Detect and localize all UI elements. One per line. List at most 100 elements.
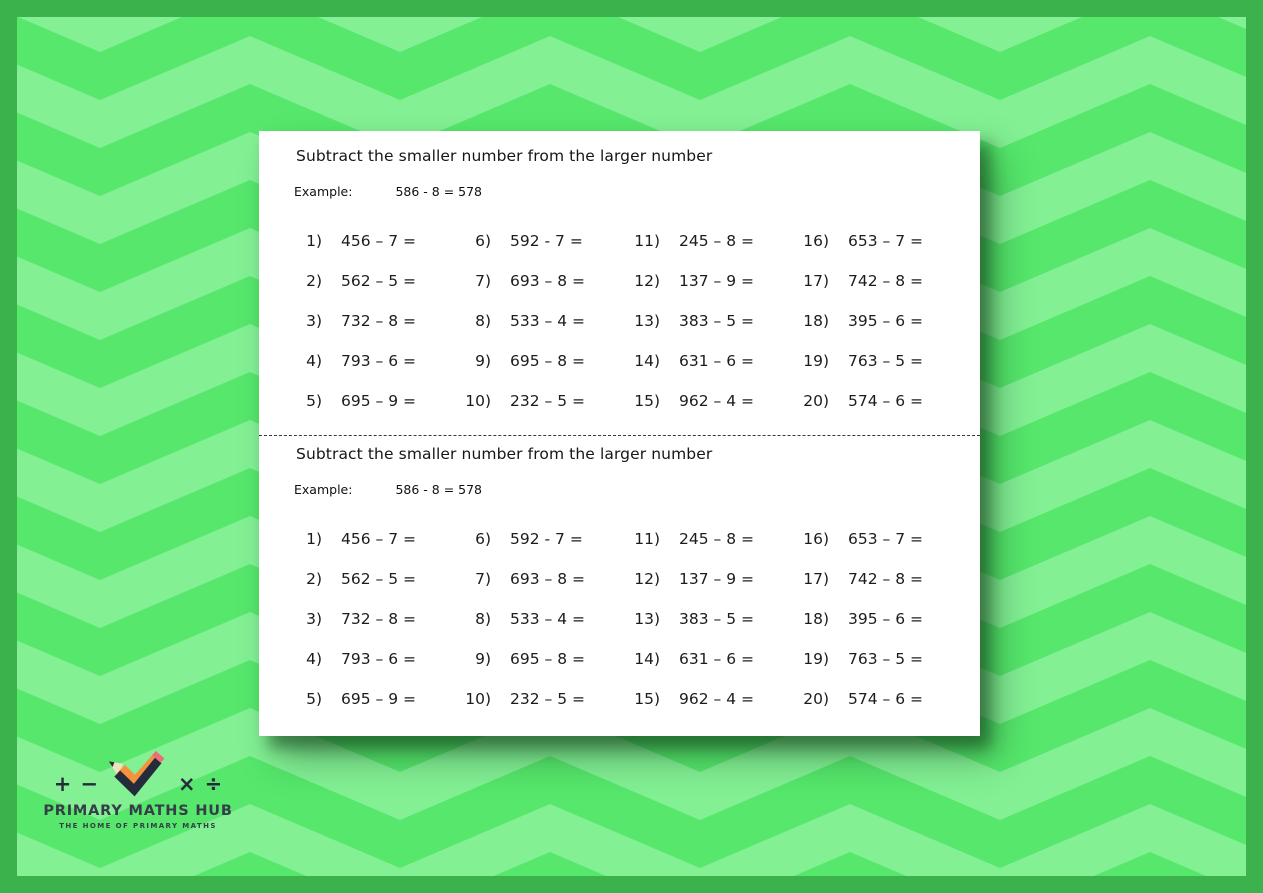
problem-expression: 732 – 8 = <box>341 610 416 628</box>
problem-number: 3) <box>306 610 322 628</box>
problem-item: 20) 574 – 6 = <box>795 393 964 433</box>
problem-item: 17) 742 – 8 = <box>795 571 964 611</box>
problem-expression: 574 – 6 = <box>848 690 923 708</box>
problem-number: 6) <box>475 530 491 548</box>
problem-expression: 653 – 7 = <box>848 530 923 548</box>
problem-expression: 456 – 7 = <box>341 232 416 250</box>
problem-item: 8) 533 – 4 = <box>457 313 626 353</box>
problem-expression: 395 – 6 = <box>848 312 923 330</box>
problem-number: 16) <box>803 530 829 548</box>
minus-icon: − <box>80 772 98 796</box>
problem-item: 1) 456 – 7 = <box>288 531 457 571</box>
problem-expression: 562 – 5 = <box>341 570 416 588</box>
problem-number: 17) <box>803 570 829 588</box>
problem-expression: 732 – 8 = <box>341 312 416 330</box>
pencil-check-icon <box>108 751 165 797</box>
problem-number: 3) <box>306 312 322 330</box>
problem-expression: 533 – 4 = <box>510 610 585 628</box>
problem-number: 2) <box>306 570 322 588</box>
problem-expression: 456 – 7 = <box>341 530 416 548</box>
problem-number: 19) <box>803 352 829 370</box>
problem-expression: 693 – 8 = <box>510 570 585 588</box>
problem-expression: 695 – 9 = <box>341 392 416 410</box>
problem-number: 19) <box>803 650 829 668</box>
example-label: Example: <box>294 184 353 199</box>
problem-item: 9) 695 – 8 = <box>457 353 626 393</box>
problem-number: 4) <box>306 650 322 668</box>
problem-expression: 574 – 6 = <box>848 392 923 410</box>
problem-expression: 631 – 6 = <box>679 352 754 370</box>
brand-logo: + − × ÷ PRIMARY MATHS HUB THE HOME OF PR… <box>43 751 233 830</box>
problem-item: 2) 562 – 5 = <box>288 571 457 611</box>
problem-expression: 383 – 5 = <box>679 610 754 628</box>
problem-item: 6) 592 - 7 = <box>457 531 626 571</box>
problem-item: 14) 631 – 6 = <box>626 651 795 691</box>
problem-number: 6) <box>475 232 491 250</box>
logo-title: PRIMARY MATHS HUB <box>43 803 233 819</box>
problem-item: 13) 383 – 5 = <box>626 313 795 353</box>
problem-item: 5) 695 – 9 = <box>288 393 457 433</box>
problem-expression: 137 – 9 = <box>679 570 754 588</box>
problem-item: 12) 137 – 9 = <box>626 273 795 313</box>
problem-number: 16) <box>803 232 829 250</box>
problem-number: 11) <box>634 530 660 548</box>
problems-grid: 1) 456 – 7 = 2) 562 – 5 = 3) 732 – 8 = 4) 793 –… <box>288 531 980 731</box>
problem-number: 14) <box>634 352 660 370</box>
problem-number: 2) <box>306 272 322 290</box>
problem-expression: 695 – 9 = <box>341 690 416 708</box>
problem-number: 20) <box>803 690 829 708</box>
problem-item: 11) 245 – 8 = <box>626 233 795 273</box>
problems-grid: 1) 456 – 7 = 2) 562 – 5 = 3) 732 – 8 = 4) 793 –… <box>288 233 980 433</box>
problem-item: 14) 631 – 6 = <box>626 353 795 393</box>
problem-expression: 763 – 5 = <box>848 352 923 370</box>
problem-item: 17) 742 – 8 = <box>795 273 964 313</box>
problem-number: 9) <box>475 650 491 668</box>
divide-icon: ÷ <box>204 772 223 796</box>
problem-number: 12) <box>634 570 660 588</box>
problem-expression: 763 – 5 = <box>848 650 923 668</box>
problem-item: 19) 763 – 5 = <box>795 651 964 691</box>
problem-number: 11) <box>634 232 660 250</box>
problem-number: 10) <box>465 690 491 708</box>
problem-item: 8) 533 – 4 = <box>457 611 626 651</box>
worksheet-card: Subtract the smaller number from the lar… <box>259 131 980 736</box>
problem-item: 16) 653 – 7 = <box>795 233 964 273</box>
problem-number: 8) <box>475 312 491 330</box>
example-expression: 586 - 8 = 578 <box>395 482 483 497</box>
problem-number: 5) <box>306 392 322 410</box>
problem-item: 18) 395 – 6 = <box>795 611 964 651</box>
problem-item: 4) 793 – 6 = <box>288 651 457 691</box>
problem-item: 16) 653 – 7 = <box>795 531 964 571</box>
problem-item: 13) 383 – 5 = <box>626 611 795 651</box>
problem-expression: 793 – 6 = <box>341 352 416 370</box>
problem-number: 15) <box>634 690 660 708</box>
problem-item: 3) 732 – 8 = <box>288 611 457 651</box>
problem-number: 4) <box>306 352 322 370</box>
problem-number: 13) <box>634 610 660 628</box>
problem-number: 1) <box>306 530 322 548</box>
problem-expression: 631 – 6 = <box>679 650 754 668</box>
problem-number: 8) <box>475 610 491 628</box>
problem-item: 19) 763 – 5 = <box>795 353 964 393</box>
plus-icon: + <box>53 772 72 796</box>
example-label: Example: <box>294 482 353 497</box>
problem-expression: 245 – 8 = <box>679 530 754 548</box>
problem-number: 14) <box>634 650 660 668</box>
problem-number: 10) <box>465 392 491 410</box>
problem-item: 10) 232 – 5 = <box>457 393 626 433</box>
worksheet-section: Subtract the smaller number from the lar… <box>259 435 980 736</box>
problem-number: 5) <box>306 690 322 708</box>
problem-number: 7) <box>475 272 491 290</box>
problem-item: 1) 456 – 7 = <box>288 233 457 273</box>
problem-number: 15) <box>634 392 660 410</box>
problem-number: 9) <box>475 352 491 370</box>
problem-item: 6) 592 - 7 = <box>457 233 626 273</box>
section-title: Subtract the smaller number from the lar… <box>296 147 713 165</box>
problem-expression: 395 – 6 = <box>848 610 923 628</box>
problem-item: 15) 962 – 4 = <box>626 691 795 731</box>
problem-expression: 742 – 8 = <box>848 570 923 588</box>
logo-symbols-row: + − × ÷ <box>54 751 222 800</box>
section-title: Subtract the smaller number from the lar… <box>296 445 713 463</box>
problem-expression: 592 - 7 = <box>510 530 583 548</box>
